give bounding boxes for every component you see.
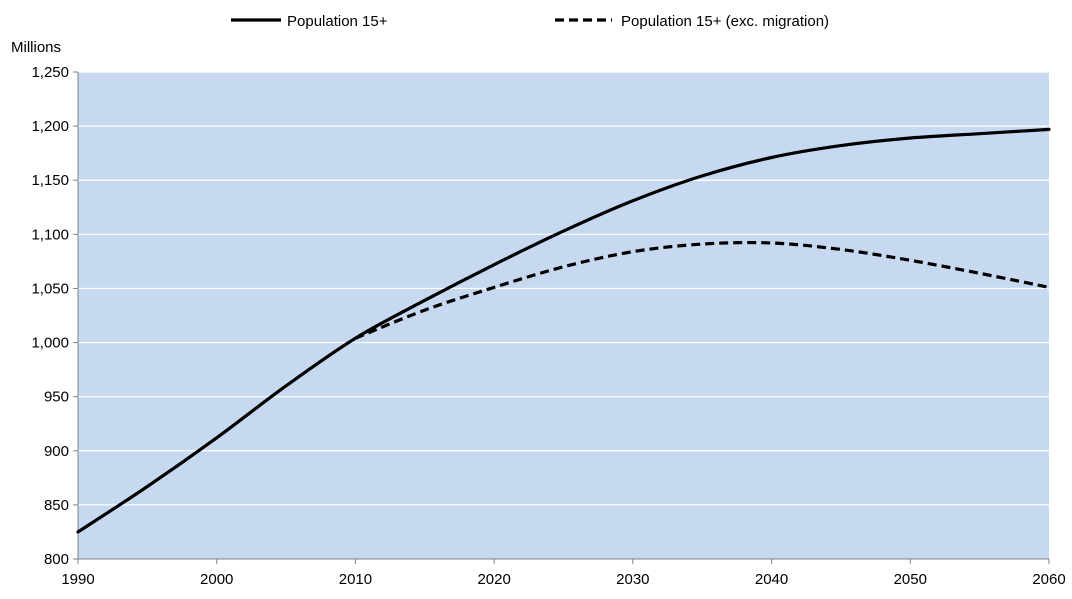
y-tick-label: 850 — [44, 497, 69, 514]
series-line-population-15-plus — [76, 127, 1051, 534]
gridlines — [78, 71, 1049, 506]
x-tick-label: 2050 — [894, 571, 927, 588]
legend-label: Population 15+ (exc. migration) — [621, 13, 829, 30]
plot-area — [78, 72, 1049, 559]
y-axis-title: Millions — [11, 39, 61, 56]
x-tick-label: 2000 — [200, 571, 233, 588]
y-tick-label: 800 — [44, 551, 69, 568]
y-tick-label: 950 — [44, 389, 69, 406]
x-tick-label: 2040 — [755, 571, 788, 588]
series-line-population-15-plus-exc-migration — [354, 240, 1050, 340]
x-tick-label: 2030 — [616, 571, 649, 588]
y-tick-label: 1,100 — [31, 226, 69, 243]
y-tick-label: 1,150 — [31, 172, 69, 189]
y-tick-label: 1,000 — [31, 335, 69, 352]
x-tick-label: 2010 — [339, 571, 372, 588]
x-tick-label: 1990 — [61, 571, 94, 588]
x-tick-label: 2060 — [1032, 571, 1065, 588]
y-tick-label: 900 — [44, 443, 69, 460]
x-tick-label: 2020 — [477, 571, 510, 588]
series-lines — [76, 127, 1051, 534]
y-tick-label: 1,200 — [31, 118, 69, 135]
axes: 800 850 900 950 1,000 1,050 1,100 1,150 1,200 1,2… — [31, 64, 1065, 588]
legend: Population 15+ Population 15+ (exc. migra… — [231, 13, 829, 30]
legend-label: Population 15+ — [287, 13, 388, 30]
y-tick-label: 1,050 — [31, 280, 69, 297]
y-tick-label: 1,250 — [31, 64, 69, 81]
